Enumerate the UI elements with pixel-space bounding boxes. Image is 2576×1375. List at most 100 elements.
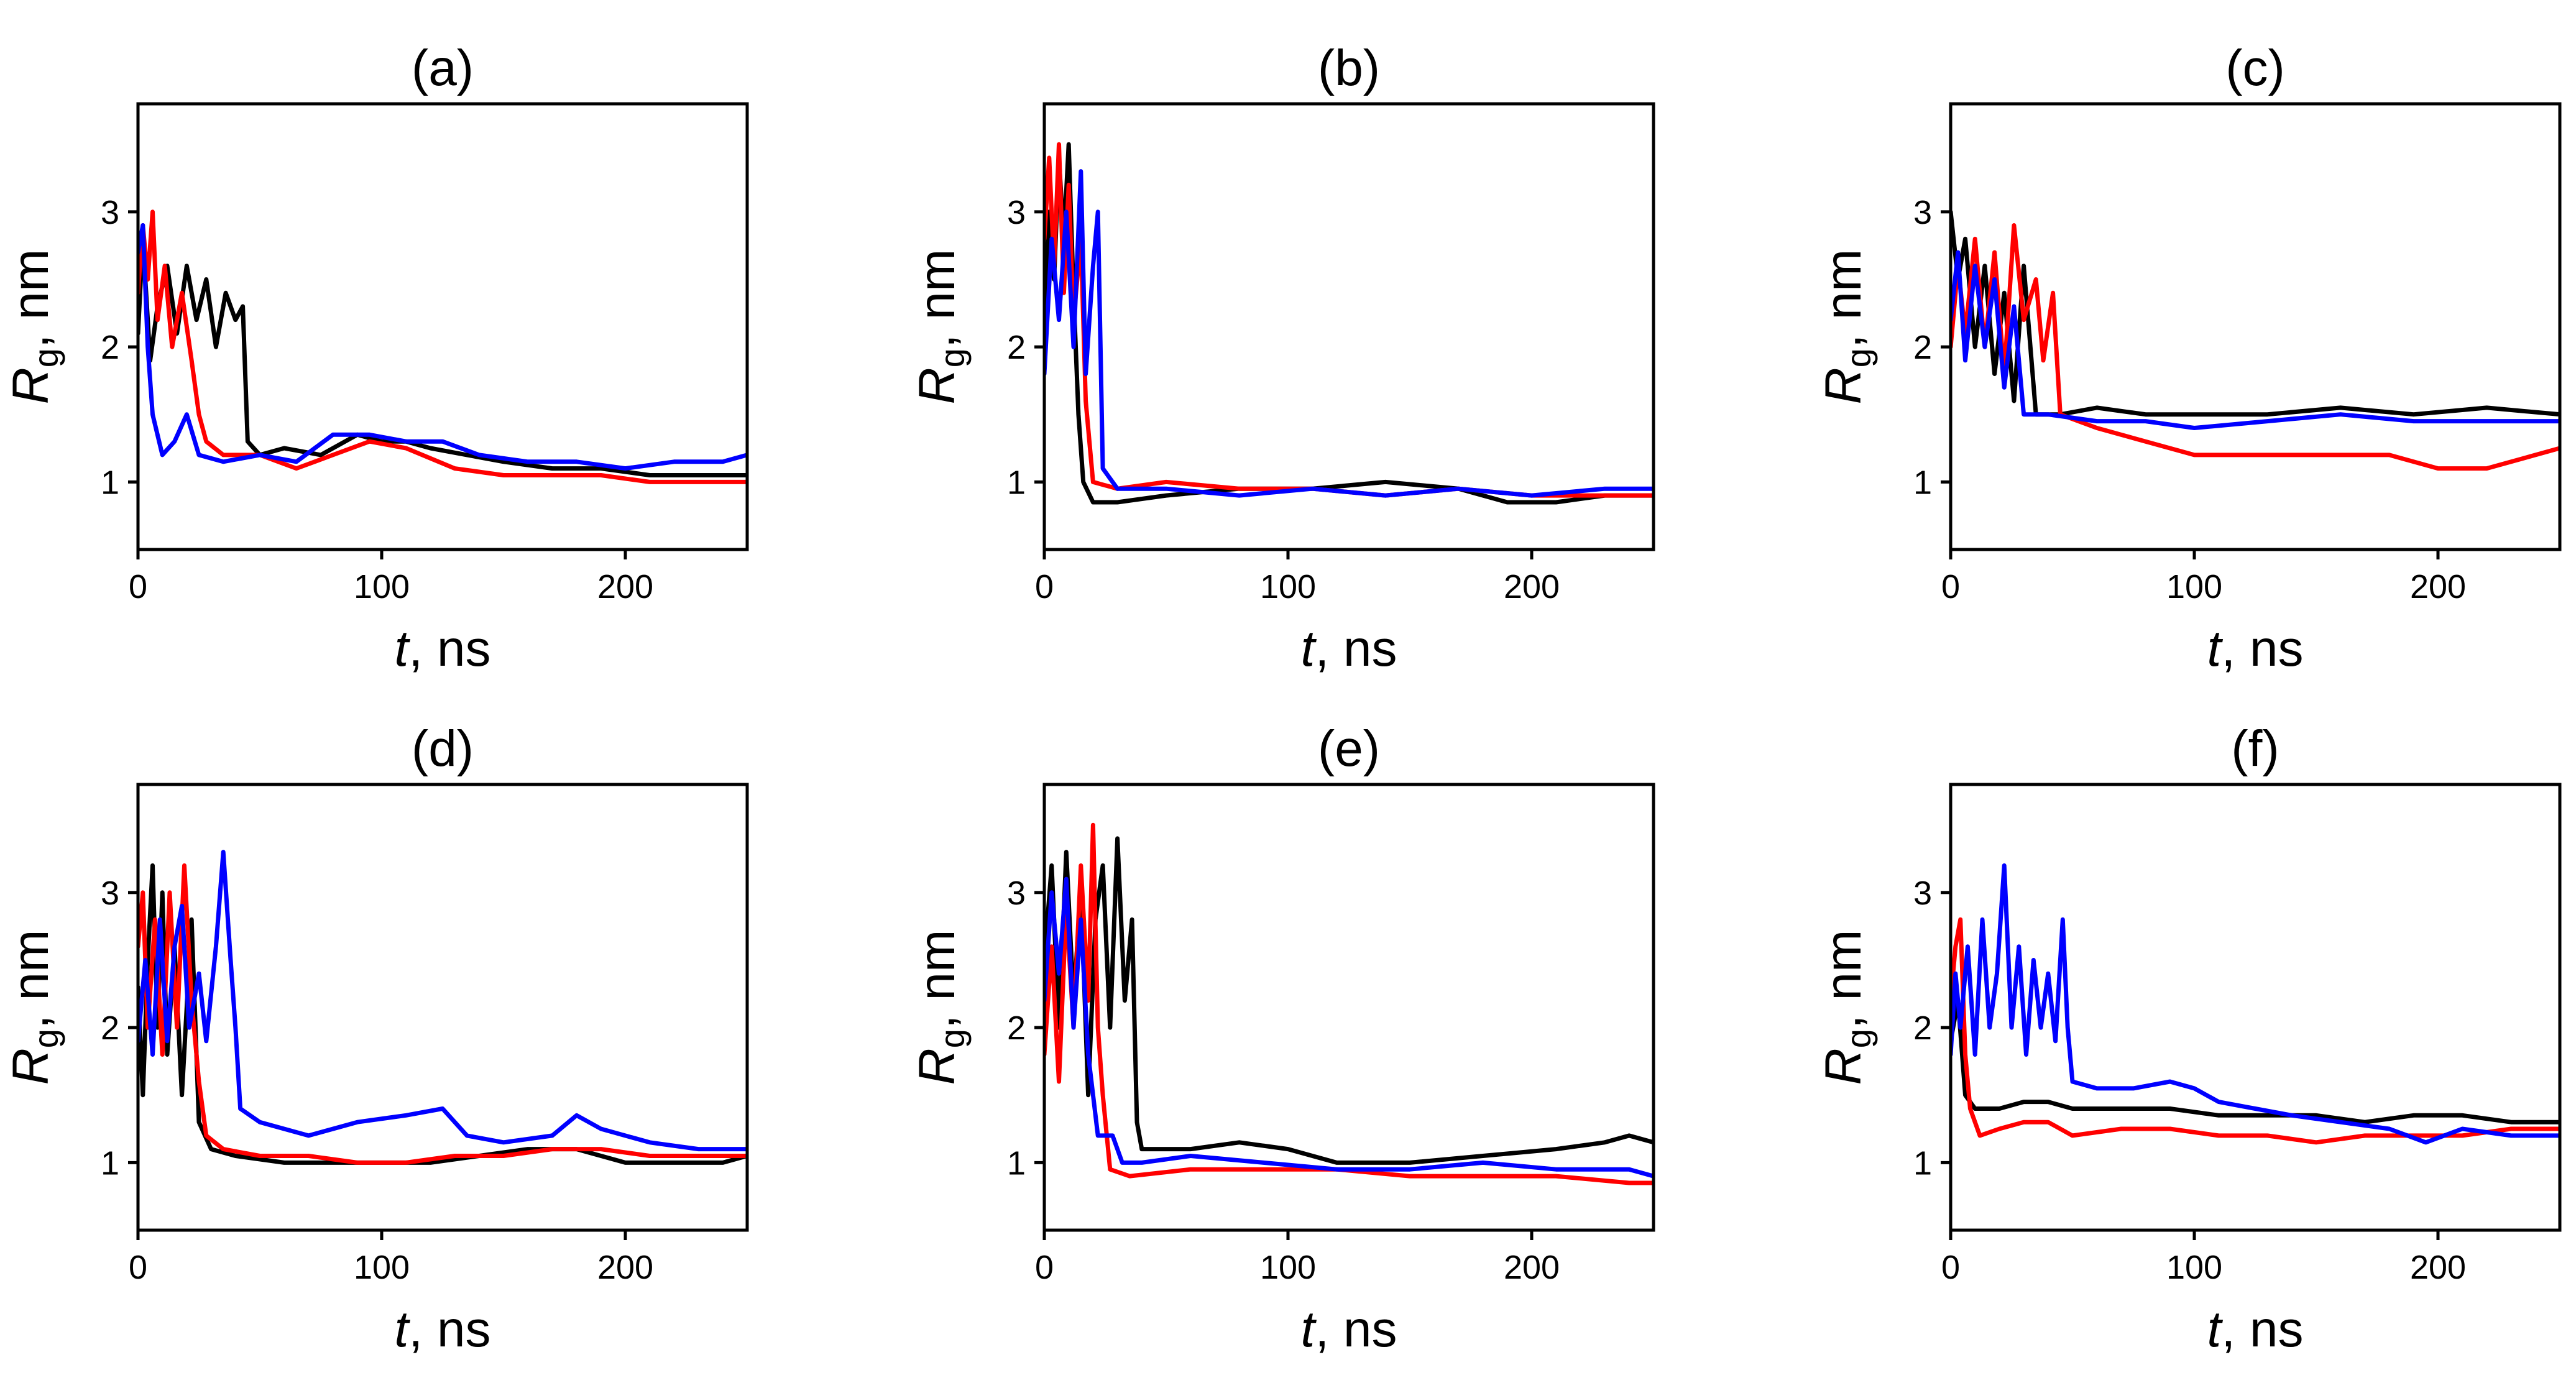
series-group xyxy=(1044,822,1654,1185)
series-group xyxy=(1951,209,2560,471)
series-group xyxy=(1044,142,1654,505)
x-axis-label: t, ns xyxy=(2207,620,2304,677)
y-tick-label: 3 xyxy=(101,875,119,912)
series-line-black xyxy=(1044,142,1654,505)
x-tick-label: 200 xyxy=(2410,1249,2466,1286)
panel-title: (d) xyxy=(412,720,474,777)
y-axis-label-unit: , nm xyxy=(1815,249,1872,348)
x-tick-label: 0 xyxy=(1035,568,1054,605)
series-line-blue xyxy=(1044,169,1654,498)
x-axis-label: t, ns xyxy=(395,1301,491,1358)
y-tick-label: 3 xyxy=(101,194,119,231)
series-line-black xyxy=(1951,998,2560,1124)
plot-frame xyxy=(1949,783,2562,1232)
series-line-red xyxy=(1951,223,2560,471)
y-tick-label: 1 xyxy=(1913,1144,1932,1182)
x-tick-label: 200 xyxy=(597,568,653,605)
x-axis-label: t, ns xyxy=(1301,1301,1397,1358)
y-axis-label-var: R xyxy=(2,367,59,404)
x-tick-label: 200 xyxy=(1504,1249,1560,1286)
y-tick-label: 1 xyxy=(1007,464,1026,501)
series-line-black xyxy=(1044,836,1654,1165)
x-tick-label: 100 xyxy=(354,1249,410,1286)
series-line-blue xyxy=(138,850,747,1152)
panel-title: (b) xyxy=(1318,40,1380,96)
y-axis-label-unit: , nm xyxy=(909,249,965,348)
x-tick-label: 200 xyxy=(1504,568,1560,605)
y-tick-label: 3 xyxy=(1007,194,1026,231)
panel-title: (a) xyxy=(412,40,474,96)
panel-b: 0 100 200 1 2 3 (b) t, ns Rg, nm xyxy=(909,40,1655,677)
y-tick-label: 3 xyxy=(1913,194,1932,231)
x-axis-label-var: t xyxy=(2207,620,2224,677)
x-axis-label-unit: , ns xyxy=(408,1301,490,1358)
x-axis-label-unit: , ns xyxy=(1315,1301,1397,1358)
series-group xyxy=(138,209,747,484)
panel-title: (f) xyxy=(2231,720,2279,777)
x-tick-label: 100 xyxy=(1260,568,1316,605)
x-axis-label-var: t xyxy=(1301,620,1317,677)
y-tick-label: 2 xyxy=(1007,1009,1026,1047)
x-tick-label: 0 xyxy=(1941,1249,1960,1286)
y-axis-label-sub: g xyxy=(26,1029,65,1048)
series-line-red xyxy=(1044,142,1654,498)
series-line-black xyxy=(138,236,747,477)
x-tick-label: 0 xyxy=(129,568,147,605)
x-axis-label: t, ns xyxy=(2207,1301,2304,1358)
y-axis-label-var: R xyxy=(2,1048,59,1085)
panel-title: (e) xyxy=(1318,720,1380,777)
panel-d: 0 100 200 1 2 3 (d) t, ns Rg, nm xyxy=(2,720,749,1358)
y-tick-label: 3 xyxy=(1007,875,1026,912)
x-tick-label: 200 xyxy=(597,1249,653,1286)
y-tick-label: 3 xyxy=(1913,875,1932,912)
y-axis-label-var: R xyxy=(1815,1048,1872,1085)
y-axis-label: Rg, nm xyxy=(2,249,65,405)
plot-frame xyxy=(1949,102,2562,551)
plot-frame xyxy=(136,102,749,551)
y-tick-label: 1 xyxy=(101,1144,119,1182)
panel-c: 0 100 200 1 2 3 (c) t, ns Rg, nm xyxy=(1815,40,2562,677)
x-axis-label-unit: , ns xyxy=(1315,620,1397,677)
panel-a: 0 100 200 1 2 3 (a) t, ns Rg, nm xyxy=(2,40,749,677)
plot-frame xyxy=(1042,783,1655,1232)
y-tick-label: 2 xyxy=(1007,329,1026,366)
x-axis-label: t, ns xyxy=(395,620,491,677)
x-axis-label-unit: , ns xyxy=(2221,1301,2303,1358)
x-tick-label: 100 xyxy=(2166,1249,2222,1286)
y-axis-label: Rg, nm xyxy=(2,930,65,1085)
series-group xyxy=(138,850,747,1165)
series-line-blue xyxy=(1951,250,2560,430)
plot-frame xyxy=(1042,102,1655,551)
series-line-black xyxy=(1951,209,2560,417)
series-line-red xyxy=(138,209,747,484)
y-axis-label: Rg, nm xyxy=(1815,249,1878,405)
x-axis-label-var: t xyxy=(395,620,411,677)
y-axis-label-sub: g xyxy=(932,1029,972,1048)
x-axis-label-var: t xyxy=(1301,1301,1317,1358)
x-tick-label: 100 xyxy=(1260,1249,1316,1286)
series-line-red xyxy=(138,863,747,1165)
x-tick-label: 0 xyxy=(1035,1249,1054,1286)
x-tick-label: 200 xyxy=(2410,568,2466,605)
y-axis-label-sub: g xyxy=(1839,1029,1878,1048)
y-tick-label: 1 xyxy=(1913,464,1932,501)
series-line-blue xyxy=(1951,863,2560,1145)
x-axis-label-unit: , ns xyxy=(2221,620,2303,677)
x-tick-label: 0 xyxy=(129,1249,147,1286)
y-tick-label: 1 xyxy=(101,464,119,501)
x-axis-label-unit: , ns xyxy=(408,620,490,677)
x-axis-label-var: t xyxy=(395,1301,411,1358)
y-axis-label-unit: , nm xyxy=(909,930,965,1029)
y-axis-label: Rg, nm xyxy=(909,930,972,1085)
y-axis-label-sub: g xyxy=(26,348,65,367)
series-line-blue xyxy=(138,223,747,471)
x-tick-label: 100 xyxy=(2166,568,2222,605)
y-tick-label: 2 xyxy=(1913,1009,1932,1047)
y-axis-label-sub: g xyxy=(1839,348,1878,367)
series-group xyxy=(1951,863,2560,1145)
y-axis-label-unit: , nm xyxy=(2,249,59,348)
x-tick-label: 100 xyxy=(354,568,410,605)
panel-e: 0 100 200 1 2 3 (e) t, ns Rg, nm xyxy=(909,720,1655,1358)
y-axis-label-var: R xyxy=(909,367,965,404)
